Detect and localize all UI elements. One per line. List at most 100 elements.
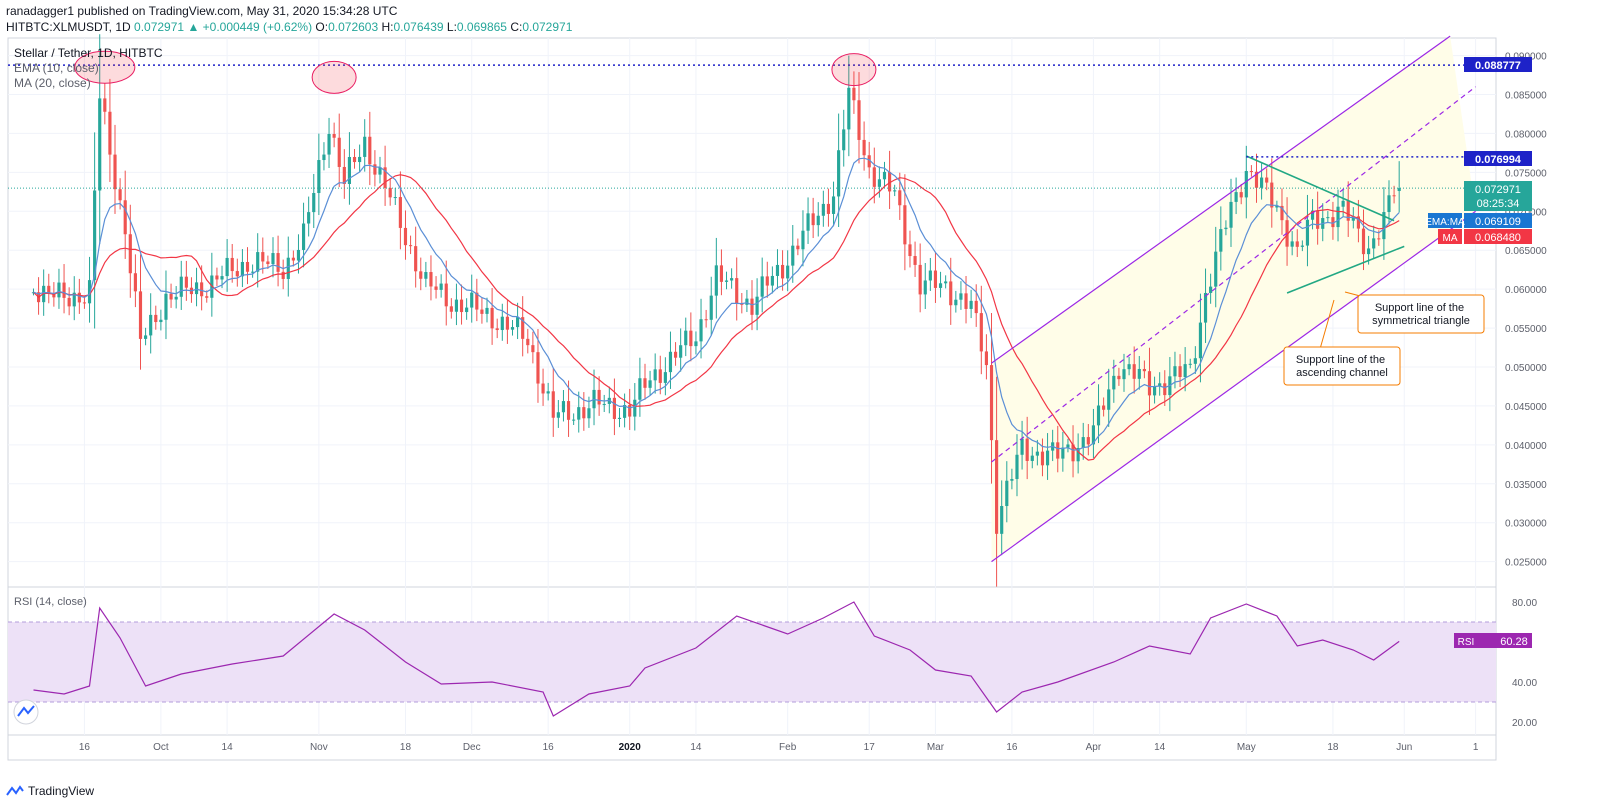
x-tick-label: 2020 <box>619 742 642 753</box>
candle-body <box>1244 171 1248 198</box>
symbol-label: HITBTC:XLMUSDT, 1D <box>6 20 131 34</box>
candle-body <box>1117 375 1121 380</box>
candle-body <box>495 328 499 331</box>
candle-body <box>393 197 397 199</box>
candle-body <box>714 265 718 296</box>
chart-logo-icon <box>17 705 35 717</box>
candle-body <box>786 265 790 279</box>
candle-body <box>536 352 540 384</box>
candle-body <box>964 293 968 309</box>
candle-body <box>923 280 927 295</box>
candle-body <box>408 245 413 247</box>
legend-ma: MA (20, close) <box>14 76 91 90</box>
triangle-callout-text: Support line of the symmetrical triangle <box>1372 302 1470 327</box>
candle-body <box>643 378 647 388</box>
candle-body <box>266 261 270 265</box>
badge-0088777-bg <box>1464 57 1532 72</box>
candle-body <box>806 213 810 231</box>
candle-body <box>352 156 357 163</box>
candle-body <box>439 283 443 290</box>
candle-body <box>1234 192 1238 202</box>
candle-body <box>745 298 749 305</box>
candle-body <box>1086 437 1090 445</box>
brand-name: TradingView <box>28 784 95 798</box>
candle-body <box>77 292 81 303</box>
candle-body <box>1377 238 1381 240</box>
candle-body <box>1076 447 1080 462</box>
x-tick-label: 16 <box>79 742 91 753</box>
candle-body <box>1229 201 1233 228</box>
candle-body <box>373 164 377 175</box>
candle-body <box>123 200 127 235</box>
candle-body <box>154 314 158 323</box>
candle-body <box>1010 479 1014 481</box>
close-label: C: <box>510 20 523 34</box>
candle-body <box>1392 195 1396 197</box>
rsi-band <box>8 622 1496 702</box>
candle-body <box>1361 228 1366 255</box>
close-value: 0.072971 <box>522 20 573 34</box>
candle-body <box>52 293 56 298</box>
triangle-callout-box <box>1357 294 1485 334</box>
candle-body <box>505 316 509 330</box>
candle-body <box>1254 171 1259 188</box>
candle-body <box>775 264 780 276</box>
candle-body <box>1096 405 1101 426</box>
candle-body <box>699 319 703 342</box>
candle-body <box>1209 286 1213 293</box>
legend-ema: EMA (10, close) <box>14 61 99 75</box>
candle-body <box>1137 368 1141 379</box>
candle-body <box>1071 444 1075 462</box>
rsi-badge-tag-bg <box>1454 633 1478 648</box>
channel-upper-line <box>991 35 1451 364</box>
candle-body <box>719 265 724 282</box>
candle-body <box>368 136 372 165</box>
open-label: O: <box>315 20 329 34</box>
candle-body <box>1260 177 1264 188</box>
candle-body <box>679 345 683 358</box>
candle-body <box>444 283 448 307</box>
y-tick-label: 0.030000 <box>1505 519 1547 530</box>
candle-body <box>1346 200 1350 221</box>
candle-body <box>194 282 199 295</box>
candle-body <box>556 412 560 418</box>
candle-body <box>312 193 316 213</box>
triangle-resistance-line <box>1245 155 1395 222</box>
candle-body <box>205 296 209 298</box>
tradingview-brand[interactable]: TradingView <box>6 784 94 798</box>
candle-body <box>577 407 581 420</box>
candle-body <box>342 166 346 184</box>
candle-body <box>103 98 107 112</box>
candle-body <box>1000 506 1004 534</box>
candle-body <box>1351 216 1355 221</box>
ma-badge-tag-bg <box>1438 229 1462 244</box>
candle-body <box>1280 205 1284 221</box>
candle-body <box>184 276 188 288</box>
candle-body <box>862 139 866 156</box>
candle-body <box>928 270 932 281</box>
high-marker-ellipse <box>311 60 357 94</box>
candle-body <box>235 271 239 277</box>
rsi-tick-label: 40.00 <box>1512 678 1537 689</box>
ma-badge-label: MA <box>1443 233 1458 244</box>
candle-body <box>281 271 285 279</box>
candle-body <box>490 307 494 329</box>
candle-body <box>572 419 576 421</box>
candle-body <box>755 296 759 315</box>
candle-body <box>989 365 994 441</box>
x-tick-label: 1 <box>1473 742 1479 753</box>
candle-body <box>307 212 311 224</box>
x-tick-label: Apr <box>1086 742 1102 753</box>
candle-body <box>566 401 571 420</box>
candle-body <box>724 280 729 282</box>
candle-body <box>1214 251 1218 287</box>
countdown-badge: 08:25:34 <box>1477 198 1520 210</box>
candle-body <box>1132 364 1136 379</box>
candle-body <box>220 276 224 280</box>
candle-body <box>944 281 948 284</box>
candle-body <box>240 261 244 277</box>
candle-body <box>1056 442 1060 459</box>
y-tick-label: 0.035000 <box>1505 480 1547 491</box>
candle-body <box>954 299 958 306</box>
